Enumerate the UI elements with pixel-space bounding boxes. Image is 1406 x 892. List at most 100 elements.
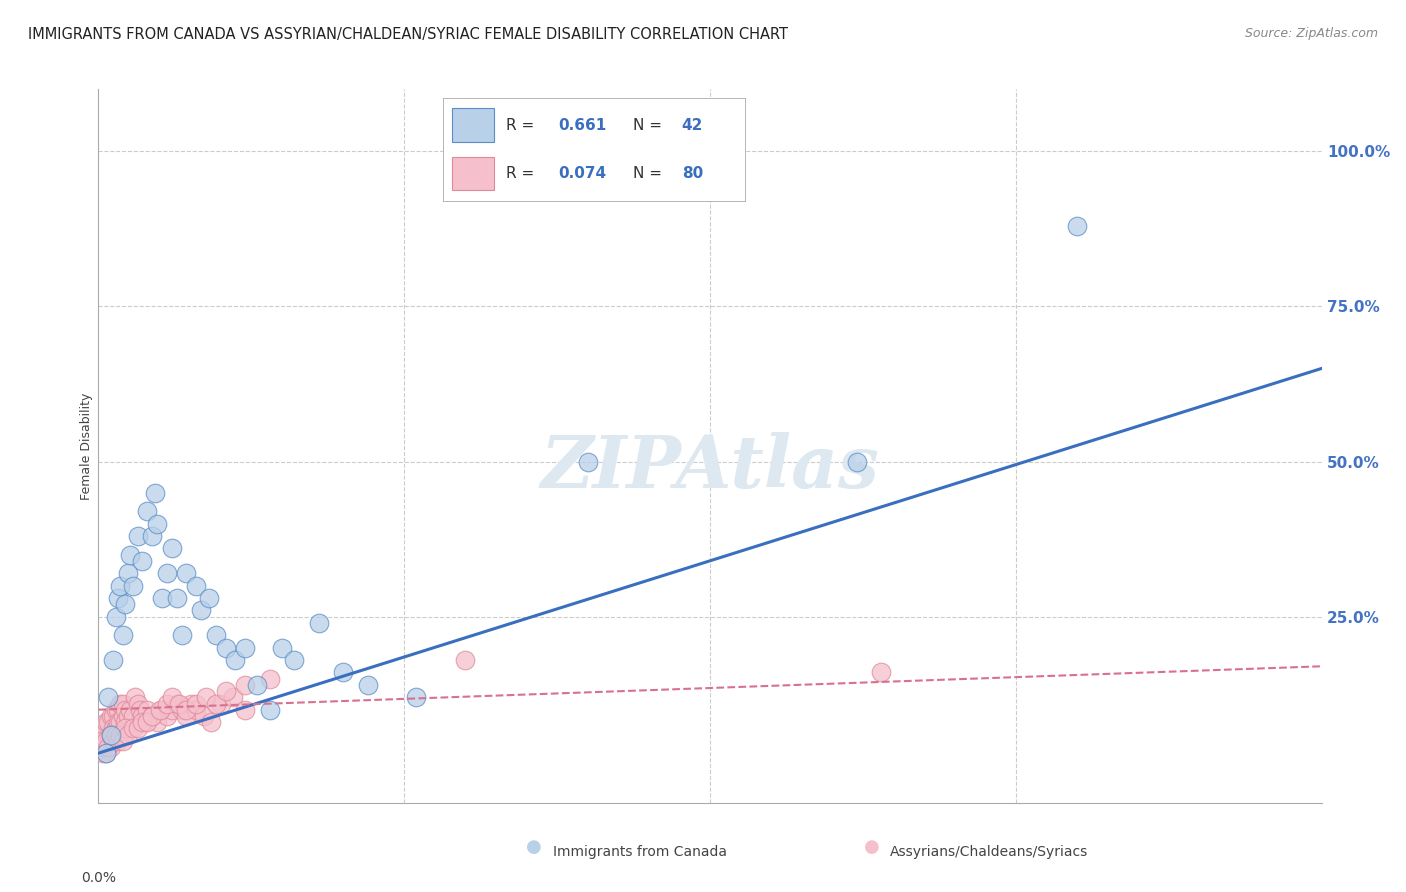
- Point: [104, 727, 127, 741]
- Point: [100, 727, 122, 741]
- Point: [246, 678, 269, 692]
- Point: [107, 733, 129, 747]
- Point: [186, 697, 208, 711]
- Point: [870, 665, 893, 680]
- Text: Assyrians/Chaldeans/Syriacs: Assyrians/Chaldeans/Syriacs: [890, 845, 1088, 859]
- Point: [94, 715, 117, 730]
- Point: [111, 628, 134, 642]
- Point: [121, 709, 143, 723]
- Point: [1066, 219, 1088, 233]
- Point: [270, 640, 294, 655]
- Point: [121, 722, 143, 736]
- Point: [176, 703, 198, 717]
- Point: [166, 697, 188, 711]
- Point: [283, 653, 305, 667]
- Point: [111, 697, 134, 711]
- Point: [136, 703, 159, 717]
- Point: [156, 566, 179, 581]
- Point: [90, 722, 112, 736]
- Point: [167, 697, 190, 711]
- Point: [101, 709, 124, 723]
- Point: [114, 597, 136, 611]
- Point: [91, 733, 114, 747]
- Point: [110, 715, 132, 730]
- Point: [222, 690, 245, 705]
- Bar: [451, 108, 495, 142]
- Point: [100, 709, 122, 723]
- Point: [104, 722, 127, 736]
- Point: [114, 715, 136, 730]
- Point: [205, 628, 228, 642]
- Point: [101, 653, 124, 667]
- Point: [160, 703, 183, 717]
- Point: [107, 703, 129, 717]
- Text: N =: N =: [633, 118, 668, 133]
- Point: [131, 715, 153, 730]
- Point: [127, 722, 149, 736]
- Point: [209, 697, 232, 711]
- Point: [104, 703, 127, 717]
- Point: [233, 640, 256, 655]
- Point: [405, 690, 427, 705]
- Point: [111, 733, 134, 747]
- Point: [576, 454, 599, 468]
- Point: [120, 703, 142, 717]
- Point: [233, 678, 256, 692]
- Point: [97, 739, 120, 754]
- Text: ●: ●: [863, 838, 880, 855]
- Point: [150, 703, 173, 717]
- Point: [129, 703, 152, 717]
- Point: [141, 529, 163, 543]
- Point: [195, 690, 218, 705]
- Text: 0.074: 0.074: [558, 166, 606, 181]
- Point: [845, 454, 868, 468]
- Text: R =: R =: [506, 166, 540, 181]
- Point: [200, 715, 222, 730]
- Text: R =: R =: [506, 118, 540, 133]
- Text: N =: N =: [633, 166, 668, 181]
- Point: [97, 715, 120, 730]
- Point: [97, 733, 120, 747]
- Point: [136, 715, 159, 730]
- Text: 42: 42: [682, 118, 703, 133]
- Point: [127, 697, 149, 711]
- Point: [131, 554, 153, 568]
- Point: [134, 715, 156, 730]
- Point: [160, 541, 183, 556]
- Point: [149, 703, 172, 717]
- Text: ZIPAtlas: ZIPAtlas: [541, 432, 879, 503]
- Point: [124, 690, 146, 705]
- Point: [94, 746, 117, 760]
- Point: [197, 591, 219, 605]
- Point: [121, 579, 143, 593]
- Text: IMMIGRANTS FROM CANADA VS ASSYRIAN/CHALDEAN/SYRIAC FEMALE DISABILITY CORRELATION: IMMIGRANTS FROM CANADA VS ASSYRIAN/CHALD…: [28, 27, 789, 42]
- Point: [214, 640, 236, 655]
- Point: [94, 746, 117, 760]
- Point: [127, 529, 149, 543]
- Point: [110, 727, 132, 741]
- Point: [91, 722, 114, 736]
- Point: [97, 690, 120, 705]
- Point: [136, 504, 159, 518]
- Point: [170, 628, 193, 642]
- Point: [100, 739, 122, 754]
- Point: [111, 709, 134, 723]
- Point: [114, 722, 136, 736]
- Point: [101, 733, 124, 747]
- Point: [150, 591, 173, 605]
- Point: [101, 733, 124, 747]
- Point: [454, 653, 477, 667]
- Point: [186, 703, 208, 717]
- Point: [205, 697, 228, 711]
- Text: ●: ●: [526, 838, 543, 855]
- Point: [332, 665, 354, 680]
- Point: [259, 672, 281, 686]
- Point: [141, 709, 163, 723]
- Point: [117, 709, 139, 723]
- Point: [190, 603, 212, 617]
- Point: [90, 733, 112, 747]
- Point: [107, 715, 129, 730]
- Text: Source: ZipAtlas.com: Source: ZipAtlas.com: [1244, 27, 1378, 40]
- Point: [176, 709, 198, 723]
- Point: [160, 690, 183, 705]
